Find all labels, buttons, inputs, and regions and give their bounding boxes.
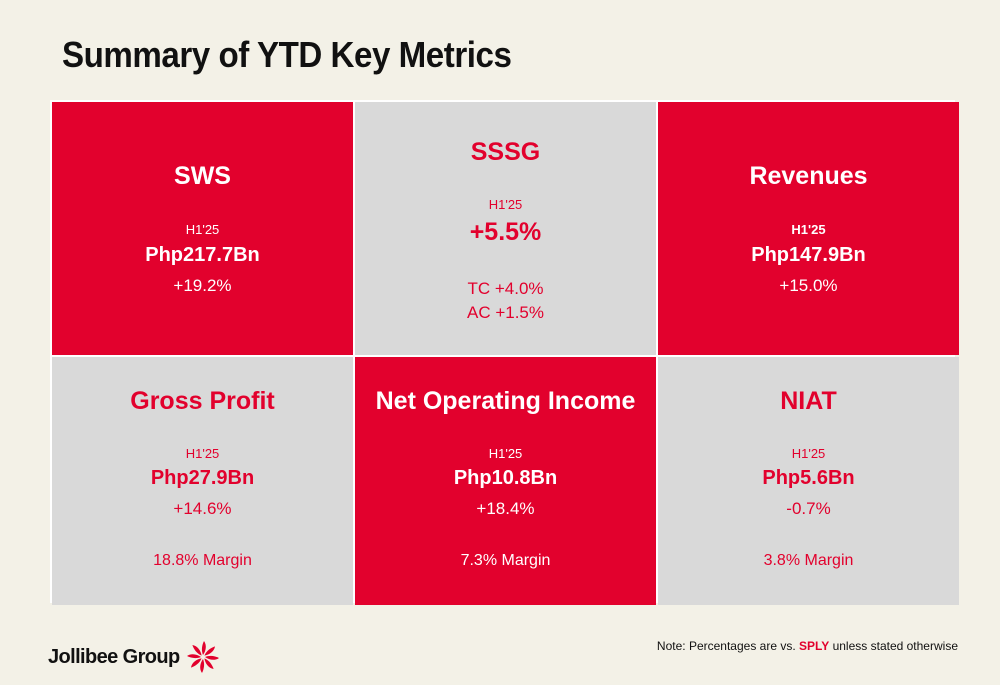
tile-change: +18.4%	[476, 499, 535, 518]
tile-period: H1'25	[185, 222, 220, 237]
tile-period: H1'25	[791, 446, 826, 461]
brand-name: Jollibee Group	[48, 645, 180, 668]
note-suffix: unless stated otherwise	[829, 639, 958, 653]
tile-margin: 18.8% Margin	[153, 552, 252, 569]
tile-net-operating-income: Net Operating Income H1'25 Php10.8Bn +18…	[355, 357, 656, 605]
note-prefix: Note: Percentages are vs.	[656, 639, 799, 653]
tile-value: Php5.6Bn	[762, 467, 855, 489]
tile-niat: NIAT H1'25 Php5.6Bn -0.7% 3.8% Margin	[658, 357, 959, 605]
tile-sssg: SSSG H1'25 +5.5% TC +4.0% AC +1.5%	[355, 102, 656, 355]
tile-change: +14.6%	[173, 499, 232, 518]
tile-ac: AC +1.5%	[466, 303, 544, 322]
tile-value: Php147.9Bn	[751, 244, 866, 266]
tile-change: -0.7%	[786, 499, 831, 518]
tile-change: +15.0%	[779, 276, 838, 295]
tile-change: +19.2%	[173, 276, 232, 295]
tile-heading: Gross Profit	[130, 387, 275, 415]
tile-margin: 7.3% Margin	[460, 552, 551, 569]
tile-sws: SWS H1'25 Php217.7Bn +19.2%	[52, 102, 353, 355]
tile-period: H1'25	[791, 222, 826, 237]
tile-heading: SSSG	[470, 138, 541, 166]
bee-burst-icon	[186, 641, 219, 673]
tile-heading: Revenues	[749, 162, 868, 190]
tile-value: Php27.9Bn	[150, 467, 255, 489]
page-title: Summary of YTD Key Metrics	[62, 34, 512, 75]
tile-revenues: Revenues H1'25 Php147.9Bn +15.0%	[658, 102, 959, 355]
tile-value: +5.5%	[469, 218, 542, 246]
tile-period: H1'25	[185, 446, 220, 461]
tile-heading: SWS	[174, 162, 231, 190]
tile-tc: TC +4.0%	[467, 279, 544, 298]
tile-heading: Net Operating Income	[375, 387, 636, 415]
tile-margin: 3.8% Margin	[763, 552, 854, 569]
footnote: Note: Percentages are vs. SPLY unless st…	[657, 639, 958, 653]
metrics-grid: SWS H1'25 Php217.7Bn +19.2% SSSG H1'25 +…	[50, 100, 959, 605]
tile-value: Php217.7Bn	[145, 244, 260, 266]
note-highlight: SPLY	[799, 639, 830, 653]
jollibee-group-logo: Jollibee Group	[48, 640, 220, 674]
tile-period: H1'25	[488, 197, 523, 212]
tile-gross-profit: Gross Profit H1'25 Php27.9Bn +14.6% 18.8…	[52, 357, 353, 605]
tile-heading: NIAT	[780, 387, 837, 415]
tile-value: Php10.8Bn	[453, 467, 558, 489]
tile-period: H1'25	[488, 446, 523, 461]
